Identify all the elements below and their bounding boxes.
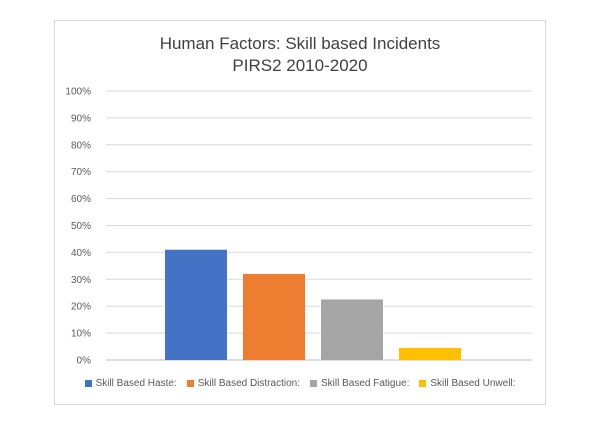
legend-swatch (419, 380, 427, 387)
legend-label: Skill Based Fatigue: (320, 378, 410, 389)
plot-area: 0% 10% 20% 30% 40% 50% 60% 70% 80% 90% 100% (65, 87, 532, 367)
bar-2 (243, 273, 305, 360)
legend-swatch (84, 380, 92, 387)
chart-frame: Human Factors: Skill based Incidents PIR… (54, 20, 546, 405)
legend-swatch (186, 380, 194, 387)
legend-item-1: Skill Based Haste: (84, 378, 177, 389)
y-tick-label: 40% (71, 248, 91, 259)
bar-1 (165, 249, 227, 360)
y-tick-label: 50% (71, 221, 91, 232)
legend-label: Skill Based Haste: (95, 378, 177, 389)
chart-title-line-1: Human Factors: Skill based Incidents (159, 34, 441, 53)
y-tick-label: 20% (71, 302, 91, 313)
y-tick-label: 100% (65, 87, 91, 98)
y-tick-label: 90% (71, 113, 91, 124)
chart-title-line-2: PIRS2 2010-2020 (232, 56, 368, 75)
legend-swatch (309, 380, 317, 387)
legend-label: Skill Based Distraction: (197, 378, 300, 389)
y-tick-label: 0% (77, 356, 92, 367)
y-tick-label: 10% (71, 329, 91, 340)
y-tick-label: 60% (71, 194, 91, 205)
y-tick-label: 30% (71, 275, 91, 286)
y-tick-label: 80% (71, 140, 91, 151)
legend: Skill Based Haste: Skill Based Distractio… (55, 378, 545, 389)
bar-4 (399, 347, 461, 360)
legend-label: Skill Based Unwell: (430, 378, 516, 389)
y-tick-label: 70% (71, 167, 91, 178)
bar-3 (321, 299, 383, 360)
chart-title: Human Factors: Skill based Incidents PIR… (55, 33, 545, 77)
legend-item-2: Skill Based Distraction: (186, 378, 300, 389)
legend-item-4: Skill Based Unwell: (419, 378, 515, 389)
legend-item-3: Skill Based Fatigue: (309, 378, 410, 389)
